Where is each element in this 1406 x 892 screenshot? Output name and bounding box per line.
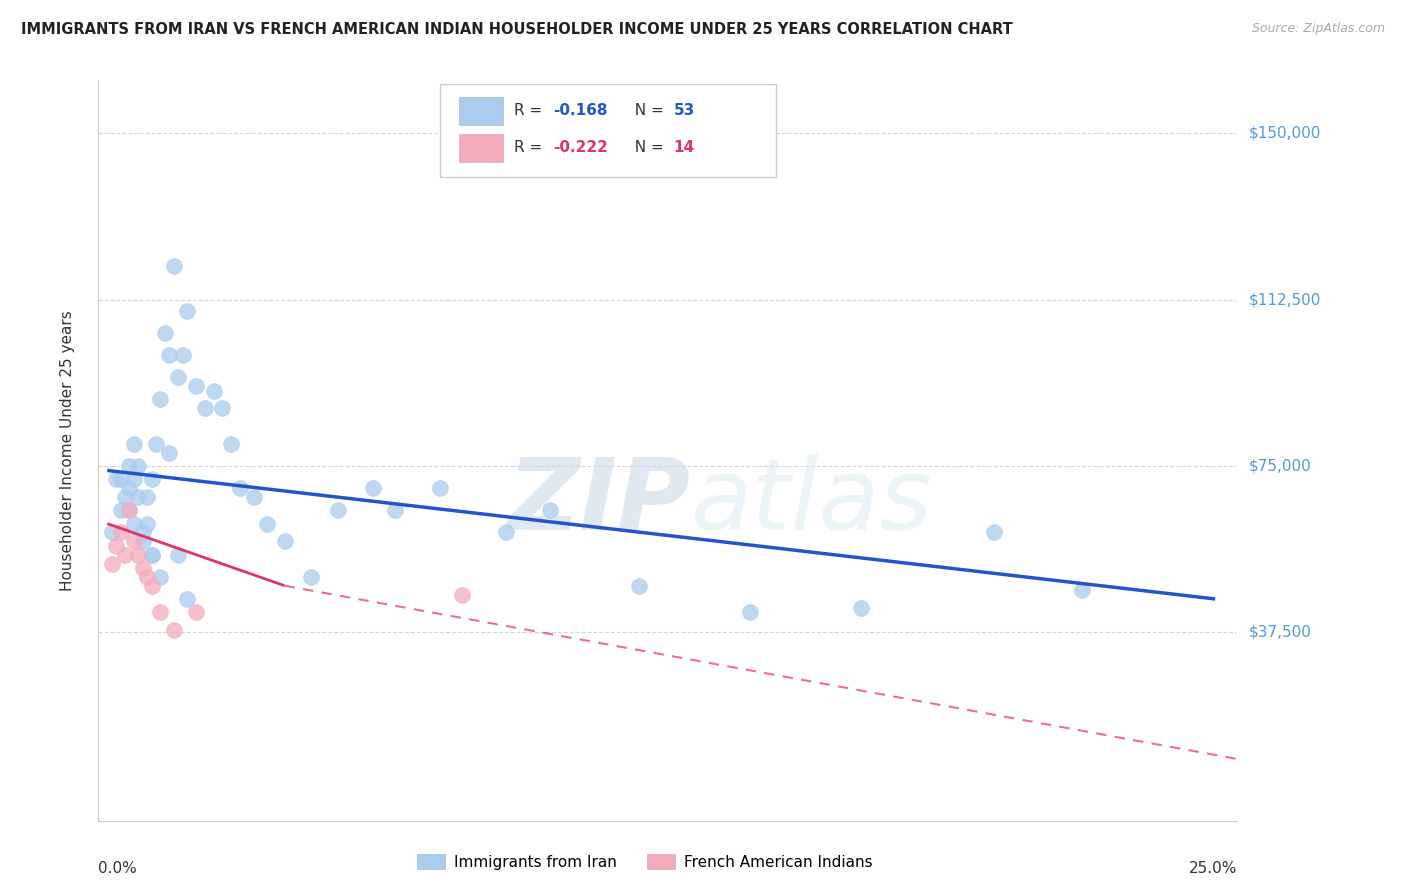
Point: [450, 588, 472, 602]
Point: [849, 600, 872, 615]
Point: [127, 490, 149, 504]
Point: [136, 516, 159, 531]
Point: [122, 437, 145, 451]
Point: [122, 472, 145, 486]
Text: $150,000: $150,000: [1249, 126, 1320, 141]
Text: N =: N =: [624, 103, 668, 118]
Text: Source: ZipAtlas.com: Source: ZipAtlas.com: [1251, 22, 1385, 36]
Point: [983, 525, 1005, 540]
Point: [122, 534, 145, 549]
Point: [538, 503, 561, 517]
Point: [495, 525, 517, 540]
Text: R =: R =: [515, 103, 547, 118]
Point: [105, 539, 128, 553]
Point: [110, 472, 132, 486]
Point: [118, 503, 141, 517]
FancyBboxPatch shape: [460, 134, 503, 161]
Point: [184, 605, 207, 619]
Text: 25.0%: 25.0%: [1189, 861, 1237, 876]
Point: [132, 534, 155, 549]
Point: [256, 516, 278, 531]
Point: [145, 437, 167, 451]
Text: atlas: atlas: [690, 454, 932, 550]
Point: [114, 490, 136, 504]
Point: [149, 605, 172, 619]
Point: [738, 605, 761, 619]
Point: [153, 326, 176, 340]
Legend: Immigrants from Iran, French American Indians: Immigrants from Iran, French American In…: [412, 847, 879, 876]
Text: 0.0%: 0.0%: [98, 861, 138, 876]
Text: 53: 53: [673, 103, 695, 118]
Point: [149, 392, 172, 407]
Point: [136, 570, 159, 584]
Point: [141, 579, 163, 593]
Y-axis label: Householder Income Under 25 years: Householder Income Under 25 years: [60, 310, 75, 591]
FancyBboxPatch shape: [440, 84, 776, 177]
Point: [429, 481, 451, 495]
Point: [100, 525, 122, 540]
Point: [114, 548, 136, 562]
Point: [105, 472, 128, 486]
Point: [273, 534, 295, 549]
Point: [157, 348, 180, 362]
Point: [176, 591, 198, 606]
Point: [167, 548, 190, 562]
Point: [127, 548, 149, 562]
Point: [118, 481, 141, 495]
Point: [157, 445, 180, 459]
Point: [149, 570, 172, 584]
Point: [100, 557, 122, 571]
Point: [326, 503, 349, 517]
Text: $37,500: $37,500: [1249, 624, 1312, 640]
Point: [221, 437, 243, 451]
Point: [163, 623, 186, 637]
Point: [384, 503, 406, 517]
Text: -0.168: -0.168: [553, 103, 607, 118]
Point: [172, 348, 194, 362]
Point: [122, 516, 145, 531]
Point: [299, 570, 322, 584]
Text: 14: 14: [673, 140, 695, 155]
Text: -0.222: -0.222: [553, 140, 607, 155]
Point: [1071, 583, 1094, 598]
Point: [118, 458, 141, 473]
Point: [127, 458, 149, 473]
Text: IMMIGRANTS FROM IRAN VS FRENCH AMERICAN INDIAN HOUSEHOLDER INCOME UNDER 25 YEARS: IMMIGRANTS FROM IRAN VS FRENCH AMERICAN …: [21, 22, 1012, 37]
FancyBboxPatch shape: [460, 96, 503, 125]
Point: [132, 561, 155, 575]
Text: R =: R =: [515, 140, 547, 155]
Point: [211, 401, 233, 416]
Point: [163, 260, 186, 274]
Point: [194, 401, 217, 416]
Point: [136, 490, 159, 504]
Text: N =: N =: [624, 140, 668, 155]
Point: [628, 579, 651, 593]
Point: [184, 379, 207, 393]
Text: $75,000: $75,000: [1249, 458, 1312, 474]
Point: [229, 481, 252, 495]
Point: [167, 370, 190, 384]
Text: $112,500: $112,500: [1249, 293, 1320, 307]
Point: [141, 548, 163, 562]
Point: [141, 548, 163, 562]
Point: [361, 481, 384, 495]
Point: [110, 503, 132, 517]
Point: [132, 525, 155, 540]
Text: ZIP: ZIP: [508, 454, 690, 550]
Point: [242, 490, 264, 504]
Point: [176, 303, 198, 318]
Point: [141, 472, 163, 486]
Point: [110, 525, 132, 540]
Point: [202, 384, 225, 398]
Point: [118, 503, 141, 517]
